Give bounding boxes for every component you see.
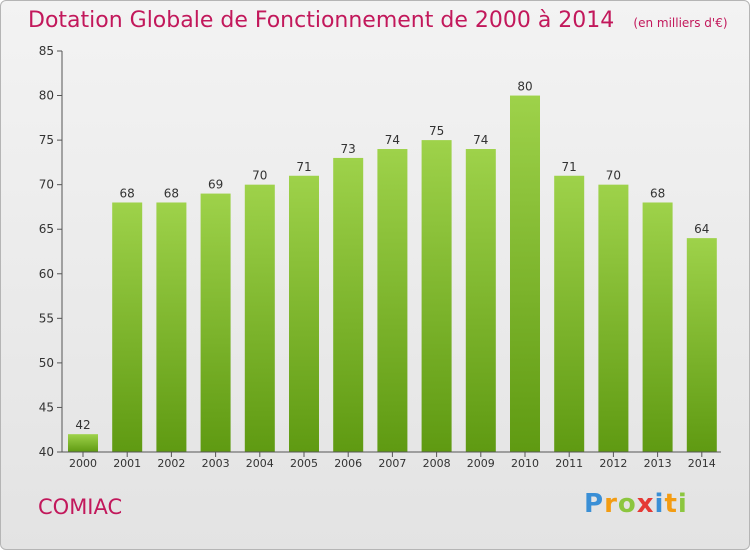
bar-value-label: 73 — [341, 142, 356, 156]
x-tick-label: 2004 — [246, 457, 274, 470]
x-tick-label: 2000 — [69, 457, 97, 470]
y-tick-label: 70 — [39, 178, 54, 192]
logo-letter: P — [584, 489, 604, 519]
x-tick-label: 2013 — [644, 457, 672, 470]
x-tick-label: 2006 — [334, 457, 362, 470]
y-tick-label: 65 — [39, 222, 54, 236]
logo-letter: o — [618, 489, 637, 519]
bar-value-label: 68 — [120, 186, 135, 200]
x-tick-label: 2007 — [378, 457, 406, 470]
bar — [554, 176, 584, 452]
y-tick-label: 75 — [39, 133, 54, 147]
bar-value-label: 70 — [252, 169, 267, 183]
y-tick-label: 60 — [39, 267, 54, 281]
x-tick-label: 2008 — [423, 457, 451, 470]
bar — [598, 185, 628, 452]
bar — [245, 185, 275, 452]
bar — [377, 149, 407, 452]
bar — [643, 202, 673, 452]
bar-value-label: 68 — [164, 186, 179, 200]
bar — [156, 202, 186, 452]
bar-value-label: 71 — [296, 160, 311, 174]
x-tick-label: 2002 — [157, 457, 185, 470]
y-tick-label: 80 — [39, 89, 54, 103]
proxiti-logo: Proxiti — [584, 489, 688, 519]
bar-value-label: 69 — [208, 178, 223, 192]
x-tick-label: 2011 — [555, 457, 583, 470]
x-tick-label: 2014 — [688, 457, 716, 470]
bar-value-label: 74 — [385, 133, 400, 147]
logo-letter: i — [655, 489, 665, 519]
y-tick-label: 50 — [39, 356, 54, 370]
commune-name: COMIAC — [38, 495, 122, 519]
logo-letter: i — [678, 489, 688, 519]
y-tick-label: 40 — [39, 445, 54, 459]
bar — [333, 158, 363, 452]
bar — [289, 176, 319, 452]
y-tick-label: 85 — [39, 44, 54, 58]
logo-letter: r — [604, 489, 618, 519]
logo-letter: t — [664, 489, 677, 519]
bar — [466, 149, 496, 452]
x-tick-label: 2005 — [290, 457, 318, 470]
bar — [68, 434, 98, 452]
bar-value-label: 80 — [517, 80, 532, 94]
y-tick-label: 45 — [39, 400, 54, 414]
logo-letter: x — [637, 489, 655, 519]
bar — [201, 194, 231, 452]
x-tick-label: 2010 — [511, 457, 539, 470]
bar-value-label: 70 — [606, 169, 621, 183]
y-tick-label: 55 — [39, 311, 54, 325]
bar — [687, 238, 717, 452]
x-tick-label: 2003 — [202, 457, 230, 470]
x-tick-label: 2012 — [599, 457, 627, 470]
x-tick-label: 2009 — [467, 457, 495, 470]
bar — [510, 96, 540, 452]
bar-value-label: 71 — [562, 160, 577, 174]
bar — [112, 202, 142, 452]
bar — [422, 140, 452, 452]
bar-value-label: 64 — [694, 222, 709, 236]
bar-value-label: 74 — [473, 133, 488, 147]
bar-value-label: 42 — [75, 418, 90, 432]
bar-value-label: 68 — [650, 186, 665, 200]
bar-value-label: 75 — [429, 124, 444, 138]
x-tick-label: 2001 — [113, 457, 141, 470]
